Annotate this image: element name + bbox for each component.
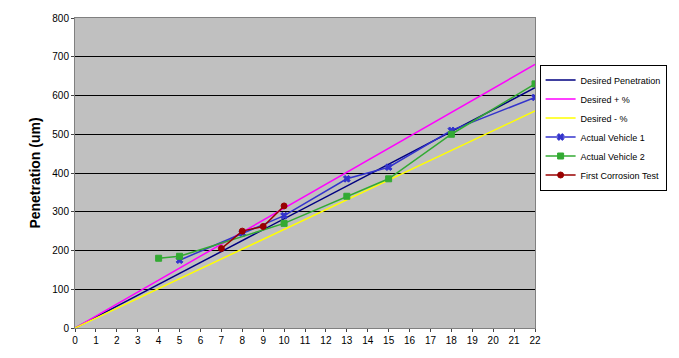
svg-text:22: 22 (529, 335, 541, 346)
svg-text:0: 0 (63, 323, 69, 334)
svg-text:600: 600 (52, 90, 69, 101)
svg-text:Desired Penetration: Desired Penetration (581, 76, 661, 86)
svg-text:Desired - %: Desired - % (581, 114, 628, 124)
svg-text:19: 19 (467, 335, 479, 346)
svg-text:20: 20 (488, 335, 500, 346)
svg-text:5: 5 (177, 335, 183, 346)
svg-text:9: 9 (260, 335, 266, 346)
svg-text:16: 16 (404, 335, 416, 346)
svg-text:200: 200 (52, 245, 69, 256)
svg-text:18: 18 (446, 335, 458, 346)
svg-text:12: 12 (320, 335, 332, 346)
svg-text:11: 11 (300, 335, 311, 346)
svg-text:First Corrosion Test: First Corrosion Test (581, 171, 659, 181)
svg-text:800: 800 (52, 13, 69, 24)
svg-text:15: 15 (383, 335, 395, 346)
svg-text:100: 100 (52, 284, 69, 295)
svg-text:Actual Vehicle 1: Actual Vehicle 1 (581, 133, 645, 143)
svg-text:13: 13 (341, 335, 353, 346)
svg-text:21: 21 (509, 335, 521, 346)
svg-text:7: 7 (219, 335, 225, 346)
svg-text:10: 10 (279, 335, 291, 346)
svg-text:300: 300 (52, 206, 69, 217)
svg-text:Penetration (um): Penetration (um) (27, 117, 43, 228)
svg-text:700: 700 (52, 51, 69, 62)
svg-text:500: 500 (52, 129, 69, 140)
svg-text:6: 6 (198, 335, 204, 346)
svg-text:17: 17 (425, 335, 437, 346)
svg-text:2: 2 (114, 335, 120, 346)
svg-text:400: 400 (52, 168, 69, 179)
svg-text:Desired + %: Desired + % (581, 95, 630, 105)
svg-text:3: 3 (135, 335, 141, 346)
svg-text:8: 8 (239, 335, 245, 346)
svg-text:4: 4 (156, 335, 162, 346)
svg-text:14: 14 (362, 335, 374, 346)
svg-text:Actual Vehicle 2: Actual Vehicle 2 (581, 152, 645, 162)
svg-text:1: 1 (93, 335, 99, 346)
svg-text:0: 0 (72, 335, 78, 346)
